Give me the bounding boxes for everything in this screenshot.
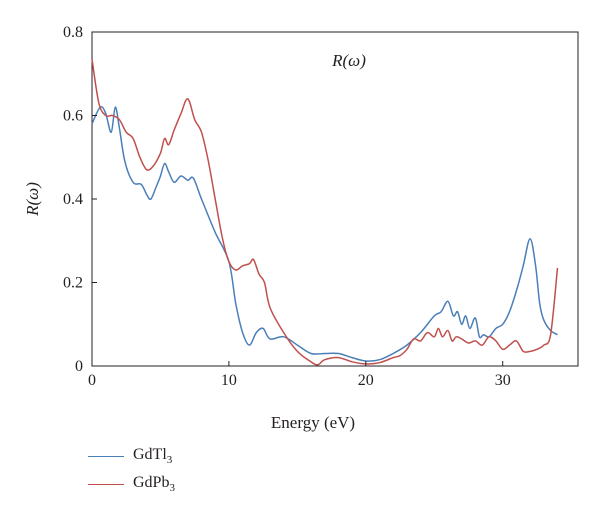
legend-item-gdpb3: GdPb3 <box>88 470 288 498</box>
y-tick-label: 0.6 <box>63 108 83 125</box>
legend: GdTl3 GdPb3 <box>88 442 288 498</box>
y-tick-label: 0 <box>75 358 83 375</box>
plot-frame <box>91 31 579 367</box>
x-tick-label: 0 <box>88 372 96 389</box>
ticks-layer: 0 10 20 30 0 0.2 0.4 0.6 0.8 <box>63 24 511 389</box>
y-axis-title: R(ω) <box>23 182 42 217</box>
legend-swatch-gdpb3 <box>88 483 124 485</box>
legend-item-gdtl3: GdTl3 <box>88 442 288 470</box>
y-tick-label: 0.8 <box>63 24 83 41</box>
legend-swatch-gdtl3 <box>88 455 124 457</box>
legend-label-gdtl3: GdTl3 <box>133 445 173 467</box>
chart-title: R(ω) <box>331 51 366 70</box>
x-tick-label: 20 <box>358 372 374 389</box>
y-tick-label: 0.4 <box>63 191 83 208</box>
series-layer <box>91 58 559 366</box>
plot-area <box>91 31 579 367</box>
x-tick-label: 10 <box>221 372 237 389</box>
y-tick-label: 0.2 <box>63 275 83 292</box>
series-line-gdpb3 <box>91 58 559 366</box>
series-line-gdtl3 <box>91 106 558 362</box>
x-axis-title: Energy (eV) <box>271 413 355 432</box>
legend-label-gdpb3: GdPb3 <box>133 473 175 495</box>
x-tick-label: 30 <box>495 372 511 389</box>
